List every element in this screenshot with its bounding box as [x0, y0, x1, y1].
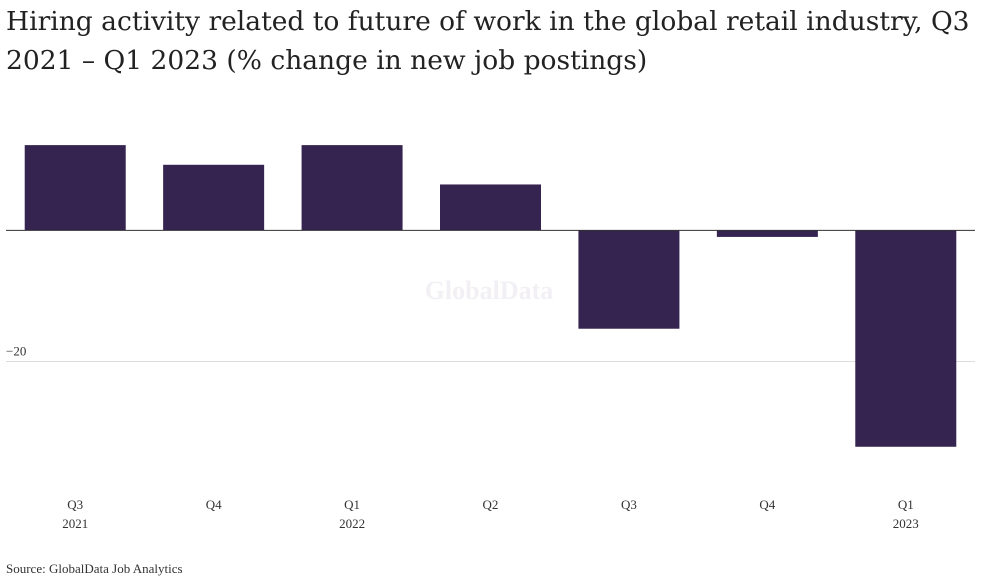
x-tick-year-label: 2023: [893, 516, 919, 531]
y-axis-ticks: −20: [6, 344, 26, 359]
bars: [24, 145, 957, 447]
x-tick-label: Q3: [67, 497, 83, 512]
x-tick-year-label: 2021: [62, 516, 88, 531]
watermark: GlobalData: [425, 276, 554, 305]
bar-q1-2023: [855, 230, 957, 447]
x-tick-label: Q4: [759, 497, 775, 512]
x-tick-label: Q2: [483, 497, 499, 512]
x-tick-year-label: 2022: [339, 516, 365, 531]
chart-title: Hiring activity related to future of wor…: [6, 6, 970, 76]
bar-q3-2022: [578, 230, 680, 329]
y-tick-label: −20: [6, 344, 26, 359]
bar-q1-2022: [301, 145, 403, 231]
bar-q4-2021: [163, 164, 265, 231]
x-tick-label: Q4: [206, 497, 222, 512]
x-tick-label: Q3: [621, 497, 637, 512]
bar-q4-2022: [716, 230, 818, 237]
source-note: Source: GlobalData Job Analytics: [6, 561, 183, 576]
bar-q2-2022: [440, 184, 541, 231]
bar-q3-2021: [24, 145, 126, 231]
x-axis-ticks: Q3 2021 Q4 Q1 2022 Q2 Q3 Q4 Q1 2023: [62, 497, 919, 531]
x-tick-label: Q1: [344, 497, 360, 512]
x-tick-label: Q1: [898, 497, 914, 512]
